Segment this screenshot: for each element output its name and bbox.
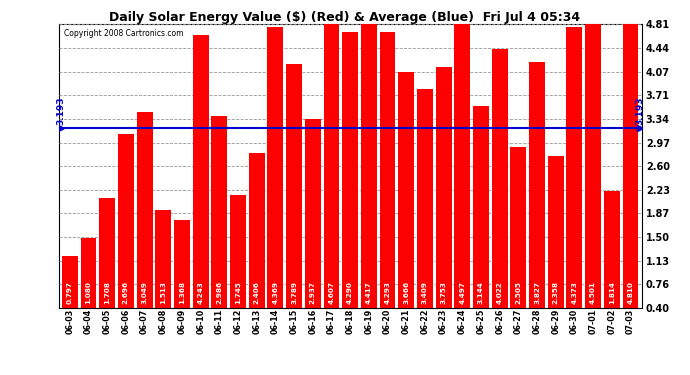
Text: 3.666: 3.666 — [403, 281, 409, 304]
Bar — [454, 19, 471, 307]
Text: Daily Solar Energy Value ($) (Red) & Average (Blue)  Fri Jul 4 05:34: Daily Solar Energy Value ($) (Red) & Ave… — [110, 11, 580, 24]
Text: 4.810: 4.810 — [627, 281, 633, 304]
Bar — [137, 112, 152, 308]
Bar — [324, 12, 339, 307]
Text: 3.789: 3.789 — [291, 281, 297, 304]
Bar — [155, 210, 171, 308]
Text: 4.607: 4.607 — [328, 281, 335, 304]
Bar — [435, 66, 451, 308]
Text: 3.144: 3.144 — [478, 282, 484, 304]
Bar — [566, 27, 582, 308]
Bar — [268, 27, 284, 308]
Bar — [492, 49, 508, 308]
Text: Copyright 2008 Cartronics.com: Copyright 2008 Cartronics.com — [64, 28, 184, 38]
Text: 3.193: 3.193 — [56, 96, 65, 125]
Text: 2.505: 2.505 — [515, 281, 522, 304]
Bar — [118, 134, 134, 308]
Text: 1.513: 1.513 — [160, 281, 166, 304]
Text: 2.406: 2.406 — [254, 281, 259, 304]
Bar — [230, 195, 246, 308]
Text: 0.797: 0.797 — [67, 281, 73, 304]
Bar — [361, 24, 377, 308]
Text: 3.409: 3.409 — [422, 281, 428, 304]
Text: 4.243: 4.243 — [197, 282, 204, 304]
Bar — [511, 147, 526, 308]
Text: 4.022: 4.022 — [497, 282, 503, 304]
Bar — [380, 32, 395, 308]
Bar — [548, 156, 564, 308]
Bar — [305, 119, 321, 308]
Text: 3.827: 3.827 — [534, 281, 540, 304]
Bar — [81, 238, 97, 308]
Bar — [529, 62, 545, 308]
Text: 2.696: 2.696 — [123, 281, 129, 304]
Bar — [249, 153, 265, 308]
Text: 4.369: 4.369 — [273, 281, 279, 304]
Bar — [585, 18, 601, 307]
Bar — [193, 35, 208, 308]
Text: 4.293: 4.293 — [384, 281, 391, 304]
Bar — [174, 220, 190, 308]
Bar — [417, 88, 433, 308]
Text: 4.290: 4.290 — [347, 281, 353, 304]
Text: 4.497: 4.497 — [460, 281, 465, 304]
Text: 4.417: 4.417 — [366, 282, 372, 304]
Bar — [211, 116, 227, 308]
Bar — [342, 32, 358, 308]
Text: 3.193: 3.193 — [635, 96, 644, 125]
Bar — [398, 72, 414, 308]
Text: 2.358: 2.358 — [553, 281, 559, 304]
Text: 1.814: 1.814 — [609, 281, 615, 304]
Text: 1.708: 1.708 — [104, 281, 110, 304]
Bar — [473, 106, 489, 308]
Bar — [99, 198, 115, 308]
Text: 1.080: 1.080 — [86, 281, 92, 304]
Text: 2.986: 2.986 — [217, 281, 222, 304]
Text: 1.745: 1.745 — [235, 281, 241, 304]
Bar — [62, 256, 78, 307]
Text: 3.753: 3.753 — [441, 281, 446, 304]
Text: 4.373: 4.373 — [571, 282, 578, 304]
Text: 2.937: 2.937 — [310, 281, 316, 304]
Text: 4.501: 4.501 — [590, 281, 596, 304]
Text: 3.049: 3.049 — [141, 281, 148, 304]
Bar — [622, 0, 638, 308]
Bar — [286, 64, 302, 308]
Bar — [604, 191, 620, 308]
Text: 1.368: 1.368 — [179, 281, 185, 304]
